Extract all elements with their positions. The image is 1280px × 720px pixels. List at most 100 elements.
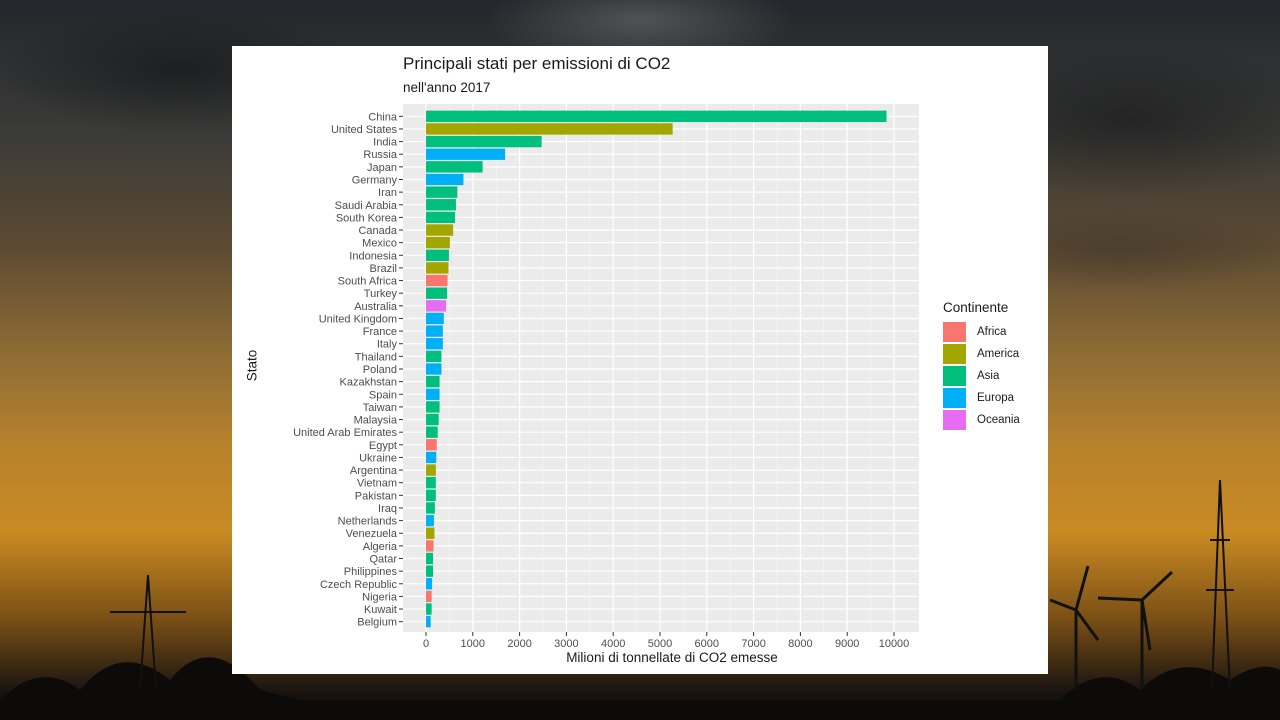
y-tick-label: South Africa	[338, 276, 398, 288]
bar	[426, 161, 483, 173]
y-tick-label: Philippines	[344, 566, 398, 578]
legend-key	[943, 366, 966, 386]
legend-key	[943, 388, 966, 408]
y-tick-label: China	[368, 111, 398, 123]
y-tick-label: Taiwan	[363, 402, 397, 414]
y-tick-label: Qatar	[369, 554, 397, 566]
x-tick-label: 7000	[741, 638, 765, 650]
bar	[426, 615, 431, 628]
legend-item: Oceania	[943, 409, 1020, 431]
chart-plot: 0 1000 2000 3000 4000 5000 6000 7000 8000 9000 100…	[293, 104, 919, 650]
bar	[426, 502, 435, 514]
transmission-tower-icon	[110, 479, 1234, 691]
y-tick-label: Russia	[363, 149, 398, 161]
y-tick-label: Thailand	[355, 351, 397, 363]
legend-key	[943, 322, 966, 342]
bar	[426, 110, 887, 123]
y-tick-label: Kuwait	[364, 604, 397, 616]
y-tick-label: France	[363, 326, 397, 338]
legend-item: Africa	[943, 321, 1020, 343]
y-tick-label: Brazil	[369, 263, 397, 275]
y-tick-label: Turkey	[364, 288, 398, 300]
bar	[426, 274, 448, 287]
legend-label: Africa	[977, 326, 1007, 338]
bar	[426, 388, 440, 400]
y-tick-label: Canada	[358, 225, 397, 237]
y-tick-label: Malaysia	[354, 415, 398, 427]
bar	[426, 312, 444, 325]
legend-label: Oceania	[977, 414, 1020, 426]
legend-item: Europa	[943, 387, 1020, 409]
legend-title: Continente	[943, 300, 1009, 315]
bar	[426, 249, 449, 261]
x-tick-label: 9000	[835, 638, 859, 650]
x-tick-label: 2000	[507, 638, 531, 650]
bar	[426, 527, 435, 539]
y-tick-label: Mexico	[362, 238, 397, 250]
y-tick-label: Japan	[367, 162, 397, 174]
bar	[426, 287, 448, 299]
x-tick-label: 10000	[879, 638, 910, 650]
y-tick-label: Netherlands	[338, 516, 398, 528]
y-axis-title: Stato	[244, 349, 260, 382]
y-tick-label: Iraq	[378, 503, 397, 515]
y-tick-label: Nigeria	[362, 591, 398, 603]
bar	[426, 363, 442, 375]
bar	[426, 552, 434, 565]
y-tick-label: Poland	[363, 364, 397, 376]
chart-title: Principali stati per emissioni di CO2	[403, 54, 671, 73]
y-tick-label: Saudi Arabia	[335, 200, 398, 212]
bar	[426, 464, 436, 476]
y-axis-title-wrap: Stato	[232, 346, 272, 386]
bar	[426, 300, 447, 312]
y-tick-label: Spain	[369, 389, 397, 401]
bar	[426, 451, 437, 464]
bar	[426, 590, 432, 603]
bar	[426, 426, 438, 438]
y-tick-label: United Arab Emirates	[293, 427, 397, 439]
bar	[426, 477, 436, 489]
bar	[426, 211, 456, 224]
bar	[426, 338, 443, 350]
x-tick-label: 4000	[601, 638, 625, 650]
y-tick-label: Venezuela	[346, 528, 398, 540]
y-tick-label: Indonesia	[349, 250, 398, 262]
legend-item: Asia	[943, 365, 1020, 387]
bar	[426, 262, 449, 274]
y-tick-label: Germany	[352, 174, 398, 186]
y-tick-label: Vietnam	[357, 478, 397, 490]
y-tick-label: Australia	[354, 301, 398, 313]
bar	[426, 199, 456, 211]
x-tick-label: 6000	[695, 638, 719, 650]
y-tick-label: Pakistan	[355, 490, 397, 502]
y-tick-label: Ukraine	[359, 452, 397, 464]
y-tick-label: United States	[331, 124, 398, 136]
wind-turbine-icon	[1049, 565, 1174, 690]
y-tick-label: Argentina	[350, 465, 398, 477]
bar	[426, 603, 432, 615]
y-tick-label: Egypt	[369, 440, 397, 452]
bar	[426, 148, 506, 160]
legend-key	[943, 410, 966, 430]
x-tick-label: 5000	[648, 638, 672, 650]
bar	[426, 350, 442, 363]
bar	[426, 123, 673, 135]
bar	[426, 489, 436, 502]
bar	[426, 236, 450, 249]
bar	[426, 135, 542, 148]
legend-label: Asia	[977, 370, 1000, 382]
y-tick-label: United Kingdom	[319, 313, 397, 325]
bar	[426, 413, 439, 426]
legend-key	[943, 344, 966, 364]
x-tick-label: 8000	[788, 638, 812, 650]
y-tick-label: Italy	[377, 339, 398, 351]
plot-background	[403, 104, 919, 632]
y-tick-label: Belgium	[357, 617, 397, 629]
bar	[426, 173, 464, 186]
bar	[426, 540, 434, 552]
bar	[426, 186, 458, 198]
x-tick-label: 1000	[461, 638, 485, 650]
y-tick-label: Czech Republic	[320, 579, 398, 591]
x-tick-label: 3000	[554, 638, 578, 650]
